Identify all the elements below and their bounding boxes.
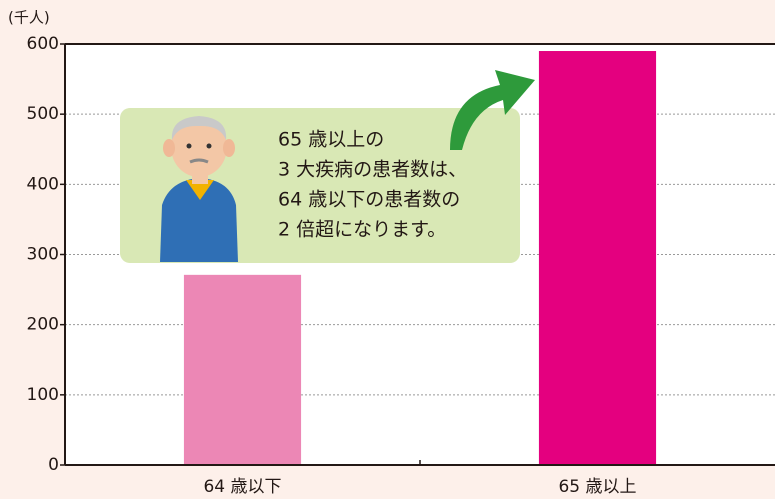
page: (千人) 0 100 200 300 400 500 600 64 歳以下 65 歳以上 65 … [0,0,775,499]
y-axis-unit: (千人) [8,9,50,27]
y-tick-label: 0 [48,455,59,475]
y-tick-label: 300 [27,245,59,265]
x-tick-label: 65 歳以上 [558,477,636,497]
bar [184,275,301,465]
y-tick-label: 400 [27,174,59,194]
y-tick-label: 500 [27,104,59,124]
callout-text: 64 歳以下の患者数の [278,189,460,211]
y-tick-label: 200 [27,315,59,335]
callout-text: 65 歳以上の [278,129,384,151]
callout-text: 3 大疾病の患者数は、 [278,159,467,181]
y-tick-label: 100 [27,385,59,405]
x-tick-label: 64 歳以下 [203,477,281,497]
y-tick-label: 600 [27,34,59,54]
callout-text: 2 倍超になります。 [278,219,446,241]
bar [539,51,656,465]
chart: (千人) 0 100 200 300 400 500 600 64 歳以下 65 歳以上 65 … [0,0,775,499]
